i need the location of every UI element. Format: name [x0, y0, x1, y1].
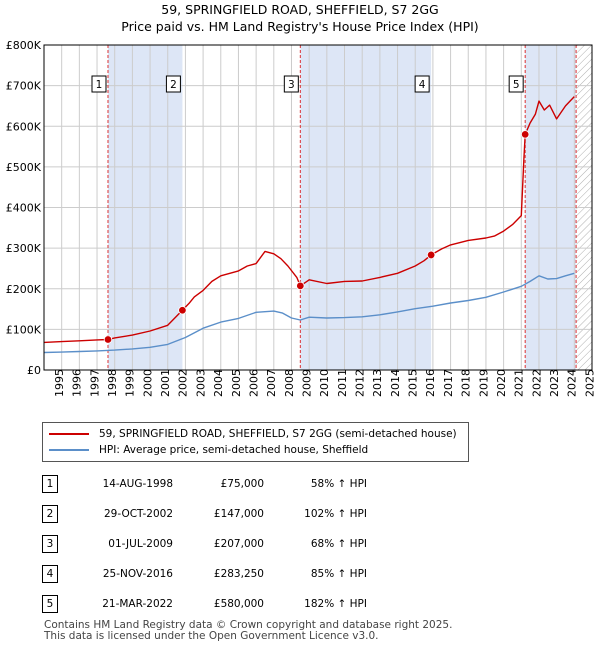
x-tick-label: 2003	[194, 369, 207, 397]
footer-licence: This data is licensed under the Open Gov…	[44, 630, 379, 642]
sale-row: 5 21-MAR-2022 £580,000 182% ↑ HPI	[42, 595, 600, 613]
x-tick-label: 2023	[548, 369, 561, 397]
sale-row: 4 25-NOV-2016 £283,250 85% ↑ HPI	[42, 565, 600, 583]
sale-hpi-change: 85% ↑ HPI	[310, 568, 367, 580]
sale-marker-box	[283, 75, 299, 93]
x-tick-label: 2014	[389, 369, 402, 397]
sale-point	[426, 250, 436, 260]
sale-point	[103, 335, 113, 344]
x-tick-label: 2004	[212, 369, 225, 397]
x-tick-label: 2017	[442, 369, 455, 397]
hpi-line	[43, 272, 575, 354]
x-tick-label: 1997	[88, 369, 101, 397]
sale-marker-box	[414, 75, 430, 93]
x-tick-label: 1998	[106, 369, 119, 397]
x-tick-label: 2008	[283, 369, 296, 397]
legend-item-hpi: HPI: Average price, semi-detached house,…	[49, 443, 368, 457]
sale-price: £207,000	[213, 538, 264, 550]
y-tick-label: £100K	[6, 323, 42, 336]
sale-date: 29-OCT-2002	[104, 508, 173, 520]
sale-markers: 1 2 3 4 5	[91, 75, 530, 344]
x-tick-label: 1996	[71, 369, 84, 397]
legend-label-hpi: HPI: Average price, semi-detached house,…	[99, 444, 369, 456]
sale-marker-label: 5	[513, 79, 520, 91]
sale-hpi-change: 58% ↑ HPI	[310, 478, 367, 490]
axes: £0 £100K £200K £300K £400K £500K £600K £700K £80…	[6, 39, 597, 397]
y-tick-label: £500K	[6, 161, 42, 174]
x-tick-label: 2010	[318, 369, 331, 397]
x-tick-label: 1995	[53, 369, 66, 397]
x-tick-label: 2011	[336, 369, 349, 397]
sale-number-badge: 3	[42, 535, 58, 553]
sale-point	[520, 130, 530, 139]
sale-price: £75,000	[220, 478, 264, 490]
x-tick-label: 2021	[513, 369, 526, 397]
sale-number-badge: 1	[42, 475, 58, 493]
sale-point	[178, 306, 187, 315]
y-tick-label: £700K	[6, 80, 42, 93]
x-tick-label: 2019	[477, 369, 490, 397]
sale-date: 21-MAR-2022	[102, 598, 173, 610]
sale-row: 3 01-JUL-2009 £207,000 68% ↑ HPI	[42, 535, 600, 553]
x-tick-label: 2025	[583, 369, 596, 397]
x-tick-label: 2020	[495, 369, 508, 397]
sale-marker-label: 2	[170, 79, 177, 91]
chart-title: 59, SPRINGFIELD ROAD, SHEFFIELD, S7 2GG	[161, 2, 438, 17]
x-tick-label: 2002	[177, 369, 190, 397]
footer-copyright: Contains HM Land Registry data © Crown c…	[44, 619, 453, 631]
sale-date: 01-JUL-2009	[108, 538, 173, 550]
x-tick-label: 2024	[566, 369, 579, 397]
sale-hpi-change: 68% ↑ HPI	[310, 538, 367, 550]
x-tick-label: 2022	[530, 369, 543, 397]
sale-date: 14-AUG-1998	[102, 478, 173, 490]
sale-hpi-change: 182% ↑ HPI	[304, 598, 367, 610]
legend-swatch-property	[49, 433, 89, 435]
y-tick-label: £600K	[6, 120, 42, 133]
footer-attribution: Contains HM Land Registry data © Crown c…	[44, 620, 452, 642]
y-tick-label: £0	[27, 364, 41, 377]
x-tick-label: 2009	[300, 369, 313, 397]
sale-hpi-change: 102% ↑ HPI	[304, 508, 367, 520]
chart-subtitle: Price paid vs. HM Land Registry's House …	[121, 19, 478, 34]
sale-price: £580,000	[213, 598, 264, 610]
sale-number-badge: 5	[42, 595, 58, 613]
sale-marker-label: 4	[419, 79, 426, 91]
sale-row: 2 29-OCT-2002 £147,000 102% ↑ HPI	[42, 505, 600, 523]
x-tick-label: 2012	[354, 369, 367, 397]
plot-frame	[43, 44, 593, 371]
x-tick-label: 2018	[460, 369, 473, 397]
x-tick-label: 2013	[371, 369, 384, 397]
x-tick-label: 2006	[247, 369, 260, 397]
y-tick-label: £400K	[6, 202, 42, 215]
x-tick-label: 1999	[124, 369, 137, 397]
sale-marker-label: 1	[96, 79, 103, 91]
y-tick-label: £300K	[6, 242, 42, 255]
y-tick-label: £800K	[6, 39, 42, 52]
series-layer	[43, 96, 575, 354]
sale-number-badge: 4	[42, 565, 58, 583]
legend-swatch-hpi	[49, 449, 89, 451]
legend: 59, SPRINGFIELD ROAD, SHEFFIELD, S7 2GG …	[42, 422, 469, 462]
y-tick-label: £200K	[6, 283, 42, 296]
x-tick-label: 2001	[159, 369, 172, 397]
sale-point	[296, 281, 305, 291]
legend-item-property: 59, SPRINGFIELD ROAD, SHEFFIELD, S7 2GG …	[49, 427, 457, 441]
x-tick-label: 2007	[265, 369, 278, 397]
price-chart: 59, SPRINGFIELD ROAD, SHEFFIELD, S7 2GG …	[6, 2, 597, 397]
sale-price: £147,000	[213, 508, 264, 520]
sale-marker-box	[508, 75, 524, 93]
x-tick-label: 2005	[230, 369, 243, 397]
sale-marker-box	[91, 75, 107, 93]
sale-price: £283,250	[213, 568, 264, 580]
legend-label-property: 59, SPRINGFIELD ROAD, SHEFFIELD, S7 2GG …	[99, 428, 457, 440]
sale-marker-box	[165, 75, 181, 93]
x-tick-label: 2016	[424, 369, 437, 397]
sale-date: 25-NOV-2016	[102, 568, 173, 580]
sale-marker-label: 3	[288, 79, 295, 91]
sale-row: 1 14-AUG-1998 £75,000 58% ↑ HPI	[42, 475, 600, 493]
x-tick-label: 2015	[407, 369, 420, 397]
property-price-line	[43, 96, 575, 344]
x-tick-label: 2000	[141, 369, 154, 397]
sale-number-badge: 2	[42, 505, 58, 523]
